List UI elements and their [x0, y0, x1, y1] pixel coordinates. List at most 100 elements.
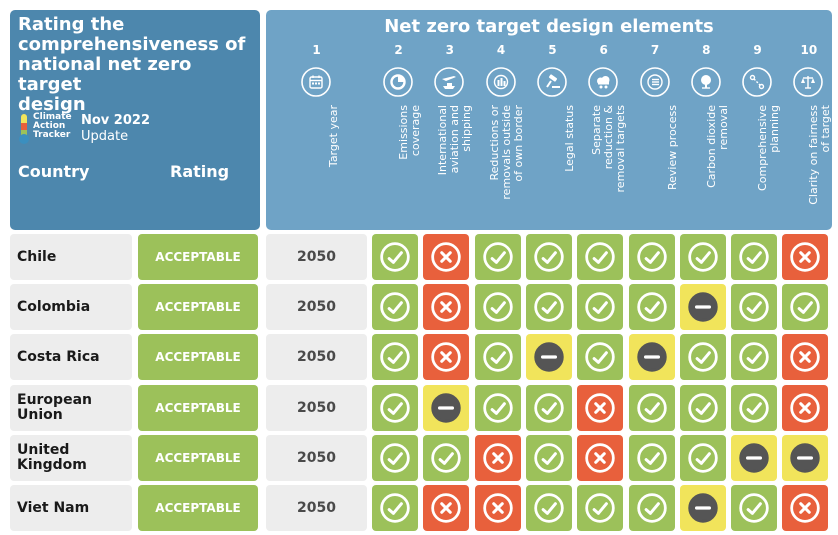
pie-chart-icon [383, 67, 413, 97]
gavel-icon [537, 67, 567, 97]
status-cell-check [731, 284, 778, 331]
column-label-line: Legal status [562, 105, 576, 172]
check-circle-icon [482, 341, 514, 373]
plane-ship-icon [434, 67, 465, 97]
cross-circle-icon [430, 341, 462, 373]
calendar-icon [301, 67, 331, 97]
check-circle-icon [636, 442, 668, 474]
status-cell-check [372, 334, 418, 381]
update-label: Update [81, 129, 129, 144]
header-left-panel: Rating the comprehensiveness of national… [10, 10, 260, 230]
page-title: Rating the comprehensiveness of national… [18, 15, 258, 115]
check-circle-icon [379, 392, 411, 424]
table-row: Costa Rica ACCEPTABLE 2050 [10, 334, 832, 381]
column-label-line: Carbon dioxide [704, 105, 718, 188]
cross-circle-icon [789, 392, 821, 424]
status-cell-cross [474, 485, 521, 531]
status-cell-check [525, 384, 572, 431]
status-cell-check [731, 384, 778, 431]
minus-circle-icon [687, 492, 719, 524]
status-cell-check [474, 234, 521, 280]
country-name-line: United [17, 441, 70, 458]
check-circle-icon [430, 442, 462, 474]
target-year-cell: 2050 [266, 485, 367, 531]
check-circle-icon [584, 341, 616, 373]
element-column-header: 5 Legal status [527, 10, 578, 230]
country-cell: European Union [10, 384, 132, 431]
check-circle-icon [533, 241, 565, 273]
status-cell-check [423, 434, 470, 481]
header-right-panel: Net zero target design elements 1 Target … [266, 10, 832, 230]
status-cell-check [577, 334, 624, 381]
status-cell-check [525, 284, 572, 331]
element-column-header: 9 Comprehensive planning [732, 10, 783, 230]
cross-circle-icon [430, 241, 462, 273]
element-column-header: 3 International aviation and shipping [424, 10, 475, 230]
country-name-line: Costa Rica [17, 348, 100, 365]
check-circle-icon [687, 341, 719, 373]
target-year-cell: 2050 [266, 384, 367, 431]
status-cell-cross [577, 384, 624, 431]
column-label-line: Review process [665, 105, 679, 191]
column-label: Clarity on fairness of target [783, 105, 834, 217]
column-number: 2 [394, 43, 403, 57]
rating-badge: ACCEPTABLE [138, 234, 258, 280]
cross-circle-icon [584, 392, 616, 424]
check-circle-icon [533, 291, 565, 323]
status-cell-check [628, 284, 675, 331]
minus-circle-icon [636, 341, 668, 373]
element-column-header: 4 Reductions or removals outside of own bor… [476, 10, 527, 230]
status-cell-check [474, 384, 521, 431]
column-label-line: of target [819, 105, 833, 153]
status-cell-check [731, 334, 778, 381]
checklist-icon [639, 67, 670, 97]
check-circle-icon [738, 291, 770, 323]
column-number: 5 [548, 43, 557, 57]
rating-badge: ACCEPTABLE [138, 334, 258, 381]
status-cell-check [525, 234, 572, 280]
status-cell-cross [423, 234, 470, 280]
status-cell-check [577, 485, 624, 531]
check-circle-icon [738, 392, 770, 424]
status-cell-check [577, 234, 624, 280]
column-label: Comprehensive planning [732, 105, 783, 217]
country-cell: Colombia [10, 284, 132, 331]
minus-circle-icon [533, 341, 565, 373]
status-cell-check [525, 485, 572, 531]
status-cell-dash [679, 485, 726, 531]
column-label-line: removals outside [499, 105, 513, 200]
cross-circle-icon [584, 442, 616, 474]
climate-action-tracker-logo: Climate Action Tracker [18, 111, 80, 151]
update-date: Nov 2022 [81, 113, 150, 128]
status-cell-check [372, 384, 418, 431]
status-cell-dash [782, 434, 829, 481]
status-cell-check [628, 384, 675, 431]
element-column-header: 8 Carbon dioxide removal [681, 10, 732, 230]
status-cell-check [372, 434, 418, 481]
status-cell-cross [577, 434, 624, 481]
check-circle-icon [687, 241, 719, 273]
element-column-header: 1 Target year [291, 10, 342, 230]
cross-circle-icon [482, 442, 514, 474]
logo-line: Climate [33, 112, 72, 122]
column-number: 10 [800, 43, 818, 57]
status-cell-dash [731, 434, 778, 481]
check-circle-icon [687, 442, 719, 474]
country-cell: Viet Nam [10, 485, 132, 531]
logo-line: Action [33, 121, 66, 131]
status-cell-cross [782, 334, 829, 381]
country-name-line: Kingdom [17, 456, 87, 473]
check-circle-icon [482, 291, 514, 323]
tree-cloud-icon [690, 67, 721, 97]
minus-circle-icon [430, 392, 462, 424]
check-circle-icon [738, 341, 770, 373]
table-row: United Kingdom ACCEPTABLE 2050 [10, 434, 832, 481]
scales-icon [793, 67, 824, 97]
status-cell-check [474, 334, 521, 381]
column-label: Emissions coverage [373, 105, 424, 217]
target-year-cell: 2050 [266, 434, 367, 481]
element-column-header: 6 Separate reduction & removal targets [578, 10, 629, 230]
column-number: 4 [496, 43, 506, 57]
column-label: Separate reduction & removal targets [578, 105, 629, 217]
check-circle-icon [533, 492, 565, 524]
